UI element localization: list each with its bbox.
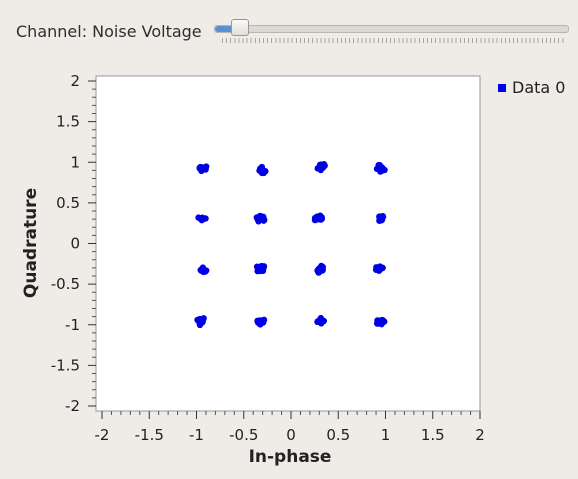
scatter-point	[378, 214, 385, 222]
scatter-point	[254, 319, 262, 326]
scatter-point-cluster	[197, 264, 210, 276]
plot-area	[95, 75, 481, 412]
scatter-point	[260, 213, 267, 221]
scatter-point	[195, 318, 203, 325]
scatter-point-cluster	[196, 163, 210, 175]
scatter-point-cluster	[314, 314, 328, 327]
scatter-point-cluster	[311, 212, 326, 224]
legend-swatch	[498, 84, 506, 92]
scatter-point	[317, 317, 324, 324]
noise-voltage-slider[interactable]	[214, 25, 569, 33]
x-tick-label: -0.5	[229, 426, 258, 444]
scatter-point	[200, 268, 207, 276]
y-tick-label: -1	[65, 316, 80, 334]
noise-voltage-slider-handle[interactable]	[230, 19, 249, 36]
scatter-point-cluster	[373, 161, 388, 175]
scatter-point	[317, 165, 324, 172]
x-axis-title: In-phase	[249, 447, 332, 467]
scatter-point	[379, 264, 386, 272]
scatter-point	[199, 164, 207, 171]
x-tick-label: 2	[475, 426, 485, 444]
x-tick-label: 1.5	[421, 426, 445, 444]
scatter-point-cluster	[314, 262, 326, 276]
scatter-point-cluster	[195, 214, 209, 224]
scatter-point	[372, 266, 380, 273]
x-tick-label: 0.5	[326, 426, 350, 444]
scatter-point	[381, 318, 388, 325]
scatter-point	[375, 317, 383, 325]
slider-ticks	[222, 38, 564, 43]
scatter-point-cluster	[253, 262, 268, 275]
y-tick-label: -0.5	[51, 275, 80, 293]
scatter-point	[317, 216, 325, 223]
scatter-point	[375, 161, 382, 169]
y-tick-label: 1.5	[56, 113, 80, 131]
scatter-point	[256, 266, 264, 273]
legend-label: Data 0	[512, 78, 565, 97]
scatter-point-cluster	[254, 316, 268, 328]
scatter-point	[258, 166, 265, 173]
scatter-point-cluster	[314, 161, 328, 174]
y-tick-label: 0	[70, 235, 80, 253]
scatter-point	[378, 167, 385, 175]
scatter-point-cluster	[253, 212, 268, 225]
scatter-point	[197, 215, 204, 222]
scatter-point-cluster	[372, 263, 386, 274]
y-tick-label: 1	[70, 153, 80, 171]
scatter-point-cluster	[373, 316, 388, 328]
scatter-point	[202, 215, 209, 222]
scatter-point	[311, 216, 319, 224]
scatter-point-cluster	[194, 315, 207, 329]
scatter-point	[315, 269, 322, 276]
noise-voltage-slider-label: Channel: Noise Voltage	[16, 22, 202, 41]
x-tick-label: -1	[189, 426, 204, 444]
x-tick-label: -2	[95, 426, 110, 444]
x-tick-label: -1.5	[135, 426, 164, 444]
y-tick-label: 2	[70, 72, 80, 90]
x-tick-label: 1	[381, 426, 391, 444]
y-tick-label: -2	[65, 397, 80, 415]
scatter-point-cluster	[376, 212, 387, 224]
y-tick-label: 0.5	[56, 194, 80, 212]
y-tick-label: -1.5	[51, 356, 80, 374]
y-axis-title: Quadrature	[21, 188, 41, 298]
slider-fill	[215, 26, 240, 32]
scatter-point-cluster	[256, 163, 269, 177]
x-tick-label: 0	[286, 426, 296, 444]
